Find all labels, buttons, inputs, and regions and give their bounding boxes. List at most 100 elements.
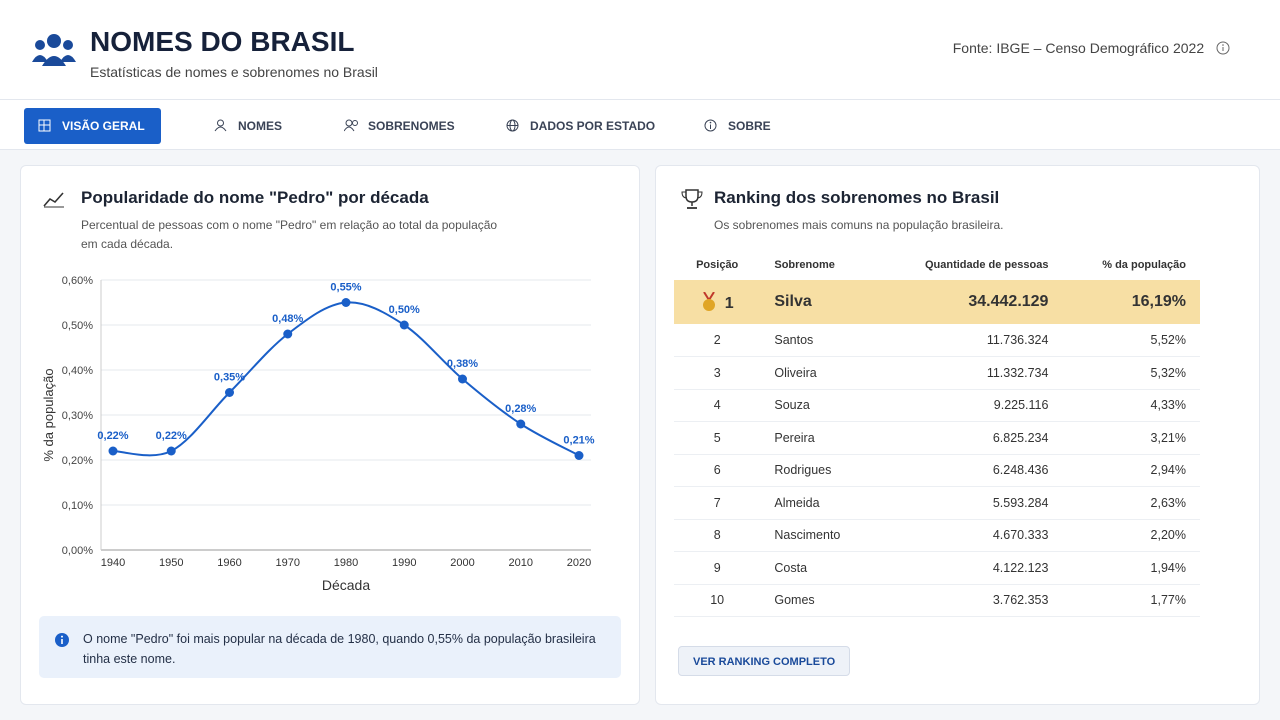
data-label: 0,50% [389,304,420,316]
y-tick-label: 0,30% [62,410,93,422]
nav-tab[interactable]: VISÃO GERAL [24,108,161,144]
ranking-cell: Gomes [760,584,877,617]
ranking-row: 3 Oliveira 11.332.734 5,32% [674,356,1200,390]
chart: 0,00% 0,10% 0,20% 0,30% 0,40% 0,50% 0,60% Décad… [41,275,595,593]
ranking-cell: 5.593.284 [876,486,1063,520]
header-row: Posição Sobrenome Quantidade de pessoas % d… [674,250,1200,280]
data-point [574,451,584,460]
data-label: 0,38% [447,358,478,370]
ranking-cell: 3.762.353 [876,584,1063,617]
ranking-cell: Pereira [760,421,877,455]
ranking-cell: 3 [674,356,761,390]
ranking-row: 6 Rodrigues 6.248.436 2,94% [674,454,1200,487]
ranking-cell: Silva [760,280,877,324]
nav-tab[interactable]: SOBRENOMES [330,108,471,144]
ranking-cell: 5,32% [1062,356,1200,390]
data-label: 0,21% [563,435,594,447]
ranking-row: 4 Souza 9.225.116 4,33% [674,389,1200,422]
nav-tab[interactable]: SOBRE [690,108,787,144]
medal-icon [702,290,715,311]
nav-label: NOMES [238,119,283,133]
x-tick-label: 1970 [276,557,300,569]
ranking-row: 2 Santos 11.736.324 5,52% [674,324,1200,357]
nav-bar: VISÃO GERAL NOMES SOBRENOMES DADOS POR E… [0,100,1280,150]
ranking-cell: 4.122.123 [876,551,1063,585]
ranking-cell: 1,77% [1062,584,1200,617]
ranking-title: Ranking dos sobrenomes no Brasil [714,188,1000,207]
data-label: 0,28% [505,403,536,415]
ranking-table: Posição Sobrenome Quantidade de pessoas % d… [674,250,1200,617]
chart-icon [43,192,64,208]
ranking-cell: 2,63% [1062,486,1200,520]
ranking-cell: 5 [674,421,761,455]
ranking-cell: 5,52% [1062,324,1200,357]
info-icon [55,633,69,647]
ranking-panel: Ranking dos sobrenomes no Brasil Os sobr… [655,165,1260,705]
y-axis-label: % da população [41,368,56,461]
info-icon [1216,41,1230,55]
nav-tab[interactable]: NOMES [200,108,298,144]
app-subtitle: Estatísticas de nomes e sobrenomes no Br… [90,64,378,80]
ranking-cell: 9 [674,551,761,585]
ranking-row: 1 Silva 34.442.129 16,19% [674,280,1200,324]
ranking-row: 10 Gomes 3.762.353 1,77% [674,584,1200,617]
ranking-row: 5 Pereira 6.825.234 3,21% [674,421,1200,455]
y-tick-label: 0,10% [62,500,93,512]
ranking-cell: 2 [674,324,761,357]
x-tick-label: 1960 [217,557,241,569]
ranking-cell: Santos [760,324,877,357]
data-point [341,298,351,307]
ranking-cell: 2,20% [1062,519,1200,552]
data-label: 0,22% [156,430,187,442]
ranking-cell: Almeida [760,486,877,520]
ranking-row: 7 Almeida 5.593.284 2,63% [674,486,1200,520]
data-point [108,446,118,456]
ranking-cell: 11.332.734 [876,356,1063,390]
trophy-icon [681,189,703,209]
data-point [283,329,293,339]
x-tick-label: 1980 [334,557,358,569]
nav-tab[interactable]: DADOS POR ESTADO [492,108,671,144]
ranking-cell: 6.248.436 [876,454,1063,487]
data-label: 0,35% [214,372,245,384]
ranking-cell: 2,94% [1062,454,1200,487]
ranking-cell: 9.225.116 [876,389,1063,422]
ranking-cell: 6.825.234 [876,421,1063,455]
data-point [399,320,409,330]
data-label: 0,48% [272,313,303,325]
y-tick-label: 0,50% [62,320,93,332]
chart-panel: Popularidade do nome "Pedro" por década … [20,165,640,705]
ranking-cell: Rodrigues [760,454,877,487]
ranking-cell: Costa [760,551,877,585]
ranking-cell: 4 [674,389,761,422]
ranking-cell: 16,19% [1062,280,1200,324]
ranking-subtitle: Os sobrenomes mais comuns na população b… [714,218,1004,232]
nav-label: SOBRENOMES [368,119,455,133]
ranking-cell: 1 [674,280,761,324]
x-tick-label: 1940 [101,557,125,569]
chart-title: Popularidade do nome "Pedro" por década [81,188,429,207]
data-point [225,388,234,397]
y-tick-label: 0,60% [62,275,93,287]
nav-label: DADOS POR ESTADO [530,119,656,133]
ranking-cell: 3,21% [1062,421,1200,455]
column-header: % da população [1102,259,1186,271]
full-ranking-button[interactable]: VER RANKING COMPLETO [678,646,851,676]
note-text: O nome "Pedro" foi mais popular na décad… [83,632,596,666]
ranking-cell: 34.442.129 [876,280,1063,324]
data-point [166,446,176,456]
data-label: 0,22% [97,430,128,442]
header: NOMES DO BRASIL Estatísticas de nomes e … [0,0,1280,100]
app-title: NOMES DO BRASIL [90,26,355,57]
ranking-cell: Souza [760,389,877,422]
ranking-cell: 7 [674,486,761,520]
column-header: Quantidade de pessoas [924,259,1049,271]
source: Fonte: IBGE – Censo Demográfico 2022 [953,40,1230,56]
ranking-cell: 6 [674,454,761,487]
ranking-cell: 4.670.333 [876,519,1063,552]
ranking-cell: 10 [674,584,761,617]
ranking-row: 9 Costa 4.122.123 1,94% [674,551,1200,585]
x-tick-label: 1990 [392,557,416,569]
nav-label: SOBRE [728,119,771,133]
ranking-cell: 11.736.324 [876,324,1063,357]
